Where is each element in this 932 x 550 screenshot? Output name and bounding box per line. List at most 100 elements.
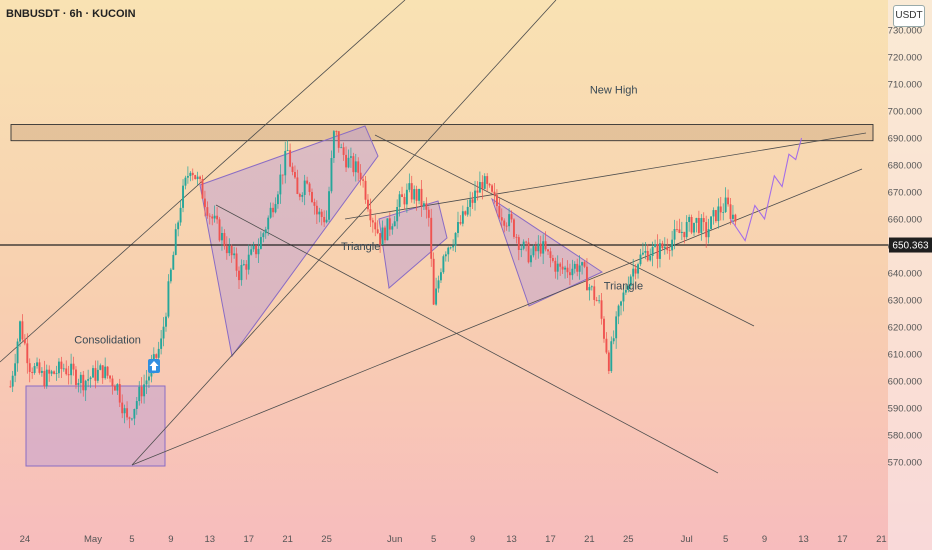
candle-body	[320, 211, 323, 217]
candle-body	[646, 250, 649, 261]
candle-body	[26, 343, 29, 364]
candle-body	[376, 229, 379, 234]
candle-body	[639, 254, 642, 265]
candle-body	[405, 189, 408, 205]
candle-body	[177, 222, 180, 230]
candle-body	[250, 249, 253, 255]
candle-body	[564, 267, 567, 270]
candle-body	[225, 246, 228, 254]
candle-body	[369, 209, 372, 221]
candle-body	[583, 262, 586, 267]
candle-body	[595, 299, 598, 301]
candle-body	[53, 371, 56, 374]
candle-body	[549, 251, 552, 258]
candle-body	[471, 199, 474, 203]
candle-body	[235, 253, 238, 271]
candle-body	[427, 209, 430, 218]
candle-body	[182, 185, 184, 208]
candle-body	[503, 220, 506, 226]
candle-body	[668, 250, 671, 251]
candle-body	[478, 182, 481, 193]
candle-body	[328, 191, 330, 220]
y-tick-label: 670.000	[888, 188, 922, 199]
x-tick-label: 5	[129, 534, 134, 545]
candle-body	[697, 217, 700, 233]
candle-body	[379, 233, 382, 245]
x-tick-label: 13	[506, 534, 517, 545]
candle-body	[267, 217, 270, 230]
candle-body	[106, 366, 109, 376]
candle-body	[542, 241, 545, 254]
candle-body	[96, 369, 99, 381]
candle-body	[418, 188, 421, 201]
currency-selector[interactable]: USDT	[893, 5, 925, 27]
candle-body	[688, 216, 691, 222]
candle-body	[374, 222, 377, 230]
candle-body	[683, 231, 686, 238]
x-tick-label: 17	[243, 534, 254, 545]
candle-body	[588, 287, 591, 291]
x-tick-label: 9	[168, 534, 173, 545]
candle-body	[386, 218, 389, 241]
candle-body	[57, 361, 60, 374]
candle-body	[296, 177, 299, 194]
candle-body	[201, 179, 204, 199]
candle-body	[705, 222, 708, 238]
candle-body	[315, 205, 318, 215]
candle-body	[291, 166, 294, 172]
candle-body	[172, 254, 175, 270]
candle-body	[289, 150, 292, 167]
candle-body	[522, 241, 525, 249]
chart-annotation: Triangle	[604, 281, 643, 293]
x-tick-label: 25	[321, 534, 332, 545]
candle-body	[520, 248, 523, 250]
candle-body	[165, 316, 167, 327]
candle-body	[213, 215, 216, 219]
y-tick-label: 640.000	[888, 269, 922, 280]
candle-body	[332, 131, 335, 159]
candle-body	[561, 266, 564, 270]
candle-body	[38, 362, 41, 373]
candle-body	[186, 176, 189, 178]
candle-body	[627, 285, 630, 291]
x-tick-label: 5	[431, 534, 436, 545]
candle-body	[109, 375, 111, 379]
candle-body	[388, 218, 391, 230]
candle-body	[581, 262, 584, 266]
trend-line	[131, 0, 557, 466]
x-tick-label: 9	[470, 534, 475, 545]
candle-body	[617, 305, 620, 317]
candle-body	[252, 245, 255, 250]
candle-body	[162, 326, 165, 339]
candle-body	[130, 418, 133, 420]
candle-body	[454, 232, 457, 246]
candle-body	[610, 341, 613, 372]
candle-body	[576, 263, 579, 272]
candle-body	[23, 339, 26, 344]
candle-body	[483, 176, 486, 189]
candle-body	[194, 175, 197, 180]
x-tick-label: Jul	[681, 534, 693, 545]
chart-annotation: Triangle	[341, 241, 380, 253]
candle-body	[598, 300, 601, 302]
x-tick-label: Jun	[387, 534, 402, 545]
candle-body	[415, 189, 418, 201]
x-tick-label: 13	[798, 534, 809, 545]
candle-body	[632, 268, 635, 277]
candle-body	[452, 245, 455, 248]
candle-body	[303, 180, 306, 195]
x-tick-label: 21	[876, 534, 887, 545]
candle-body	[62, 368, 65, 370]
candle-body	[208, 215, 211, 217]
candle-body	[393, 221, 396, 227]
candle-body	[651, 246, 654, 256]
candle-body	[169, 269, 172, 282]
candle-body	[505, 225, 508, 227]
candle-body	[121, 402, 124, 414]
candle-body	[238, 270, 240, 281]
candle-body	[532, 246, 535, 256]
candle-body	[55, 373, 58, 375]
candle-body	[729, 204, 732, 219]
candle-body	[551, 257, 554, 261]
